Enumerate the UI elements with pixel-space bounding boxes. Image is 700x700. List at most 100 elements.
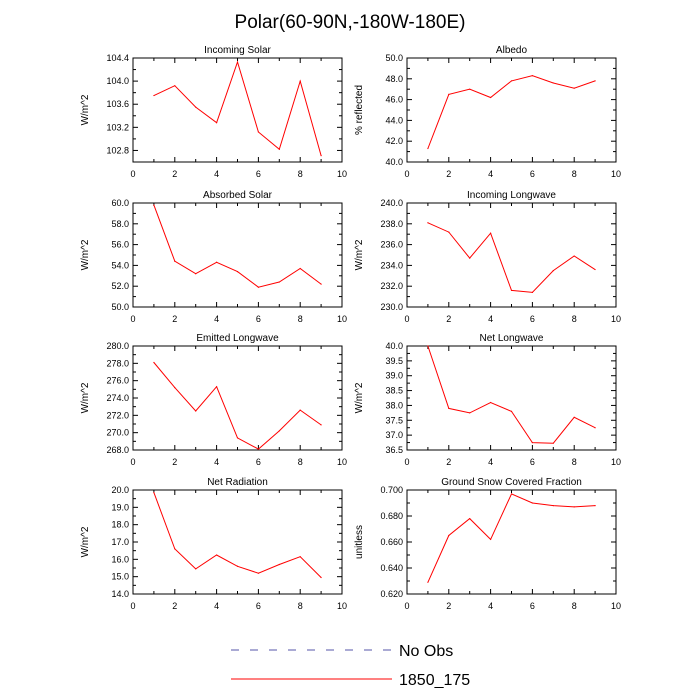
x-tick-label: 8 <box>298 169 303 179</box>
x-tick-label: 6 <box>530 457 535 467</box>
data-point <box>278 430 280 432</box>
series-line-1850-175 <box>427 75 596 149</box>
x-tick-label: 0 <box>130 601 135 611</box>
x-tick-label: 4 <box>488 457 493 467</box>
x-tick-label: 8 <box>572 169 577 179</box>
chart-title: Incoming Solar <box>204 45 271 56</box>
data-point <box>573 506 575 508</box>
chart-title: Incoming Longwave <box>467 190 556 201</box>
chart-title: Net Radiation <box>207 477 268 488</box>
y-tick-label: 103.6 <box>106 99 129 109</box>
data-point <box>299 80 301 82</box>
data-point <box>320 424 322 426</box>
legend-no-obs-label: No Obs <box>399 643 453 660</box>
y-tick-label: 40.0 <box>385 157 403 167</box>
y-tick-label: 54.0 <box>111 260 129 270</box>
x-tick-label: 4 <box>488 601 493 611</box>
figure-title: Polar(60-90N,-180W-180E) <box>235 12 466 33</box>
y-tick-label: 274.0 <box>106 393 129 403</box>
y-tick-label: 240.0 <box>380 198 403 208</box>
data-point <box>216 554 218 556</box>
x-tick-label: 10 <box>611 601 621 611</box>
x-tick-label: 2 <box>446 601 451 611</box>
x-tick-label: 0 <box>404 601 409 611</box>
y-tick-label: 48.0 <box>385 74 403 84</box>
data-point <box>594 427 596 429</box>
x-tick-label: 2 <box>446 169 451 179</box>
chart-title: Emitted Longwave <box>196 333 279 344</box>
data-point <box>320 155 322 157</box>
data-point <box>552 270 554 272</box>
data-point <box>490 401 492 404</box>
data-point <box>448 534 450 537</box>
y-tick-label: 39.5 <box>385 356 403 366</box>
data-point <box>174 85 176 87</box>
data-point <box>552 82 554 84</box>
data-point <box>174 548 176 550</box>
series-line-1850-175 <box>427 345 596 444</box>
y-tick-label: 38.5 <box>385 386 403 396</box>
x-tick-label: 10 <box>337 457 347 467</box>
data-point <box>531 75 534 77</box>
x-tick-label: 0 <box>404 169 409 179</box>
y-axis-label: W/m^2 <box>80 526 91 557</box>
x-tick-label: 10 <box>611 314 621 324</box>
data-point <box>448 231 450 233</box>
data-point <box>510 289 513 291</box>
y-tick-label: 17.0 <box>111 537 129 547</box>
y-tick-label: 16.0 <box>111 554 129 564</box>
y-tick-label: 46.0 <box>385 95 403 105</box>
series-line-1850-175 <box>153 362 322 450</box>
data-point <box>299 267 301 270</box>
x-tick-label: 4 <box>214 169 219 179</box>
x-tick-label: 8 <box>572 457 577 467</box>
data-point <box>153 94 155 97</box>
data-point <box>469 257 471 259</box>
x-tick-label: 10 <box>611 169 621 179</box>
chart-panel: Emitted Longwave W/m^2 0 2 4 6 8 10 268.0 270.0 27… <box>80 333 347 467</box>
data-point <box>195 410 197 412</box>
data-point <box>427 345 429 347</box>
x-tick-label: 0 <box>404 314 409 324</box>
x-tick-label: 2 <box>172 601 177 611</box>
data-point <box>216 386 218 388</box>
data-point <box>195 568 197 570</box>
data-point <box>236 271 239 273</box>
y-tick-label: 238.0 <box>380 219 403 229</box>
data-point <box>236 61 239 63</box>
data-point <box>573 87 575 89</box>
x-tick-label: 6 <box>256 601 261 611</box>
y-tick-label: 0.680 <box>380 511 403 521</box>
x-tick-label: 0 <box>130 457 135 467</box>
y-tick-label: 18.0 <box>111 520 129 530</box>
data-point <box>469 412 471 414</box>
y-tick-label: 0.700 <box>380 485 403 495</box>
x-tick-label: 4 <box>488 169 493 179</box>
y-tick-label: 104.4 <box>106 53 129 63</box>
y-tick-label: 38.0 <box>385 400 403 410</box>
data-point <box>257 448 259 450</box>
y-tick-label: 36.5 <box>385 445 403 455</box>
plot-frame <box>132 202 343 308</box>
data-point <box>427 222 429 224</box>
data-point <box>153 204 155 206</box>
data-point <box>236 437 239 439</box>
data-point <box>174 260 176 262</box>
data-point <box>195 273 197 275</box>
data-point <box>531 441 534 444</box>
x-tick-label: 2 <box>172 169 177 179</box>
data-point <box>552 442 554 444</box>
chart-panel: Net Longwave W/m^2 0 2 4 6 8 10 36.5 37.0 37.5 38.0… <box>354 333 621 467</box>
chart-panel: Albedo % reflected 0 2 4 6 8 10 40.0 42.0 44.0 46.0… <box>354 45 621 179</box>
series-line-1850-175 <box>153 60 322 156</box>
x-tick-label: 0 <box>130 169 135 179</box>
x-tick-label: 8 <box>572 601 577 611</box>
x-tick-label: 6 <box>256 314 261 324</box>
x-tick-label: 4 <box>214 457 219 467</box>
x-tick-label: 8 <box>298 314 303 324</box>
data-point <box>531 502 534 504</box>
data-point <box>278 563 280 566</box>
series-line-1850-175 <box>153 204 322 288</box>
data-point <box>427 147 429 150</box>
x-tick-label: 8 <box>298 601 303 611</box>
